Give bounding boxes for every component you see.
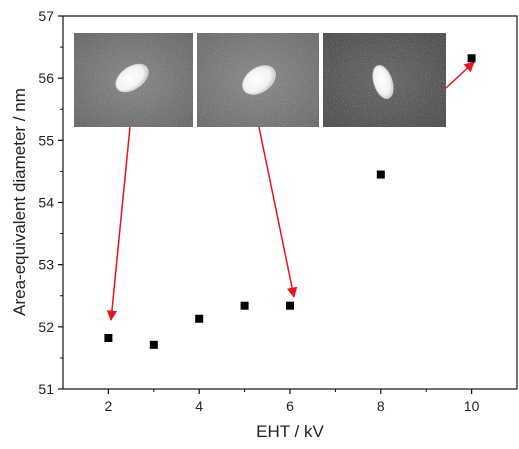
y-tick-label: 56 <box>38 70 54 86</box>
data-point-10kv <box>467 54 476 63</box>
y-tick-label: 51 <box>38 381 54 397</box>
arrow-inset1-to-2kv <box>106 126 131 322</box>
x-tick-label: 10 <box>464 398 480 414</box>
data-point-8kv <box>376 170 385 179</box>
x-tick-label: 4 <box>195 398 203 414</box>
data-point-2kv <box>104 334 113 343</box>
arrow-inset2-to-6kv <box>258 126 298 299</box>
particle-2 <box>242 65 276 95</box>
axis-ticks <box>58 15 473 394</box>
y-tick-label: 54 <box>38 195 54 211</box>
data-point-6kv <box>286 301 294 310</box>
data-point-5kv <box>240 301 249 310</box>
data-points <box>104 54 476 349</box>
arrow-inset3-to-10kv <box>445 61 475 89</box>
particle-3 <box>372 65 394 99</box>
axis-tick-labels: 2 4 6 8 10 51 52 53 54 55 56 57 <box>38 8 479 414</box>
y-tick-label: 57 <box>38 8 54 24</box>
x-tick-label: 6 <box>286 398 294 414</box>
y-tick-label: 53 <box>38 257 54 273</box>
x-tick-label: 2 <box>105 398 113 414</box>
data-point-4kv <box>195 314 204 323</box>
sem-inset-1 <box>74 33 193 127</box>
data-point-3kv <box>149 340 158 349</box>
sem-inset-3 <box>323 33 446 127</box>
y-axis-title: Area-equivalent diameter / nm <box>10 88 29 316</box>
x-axis-title: EHT / kV <box>256 422 324 441</box>
particle-1 <box>115 63 149 93</box>
x-tick-label: 8 <box>377 398 385 414</box>
y-tick-label: 52 <box>38 319 54 335</box>
y-tick-label: 55 <box>38 132 54 148</box>
sem-inset-2 <box>197 33 319 127</box>
